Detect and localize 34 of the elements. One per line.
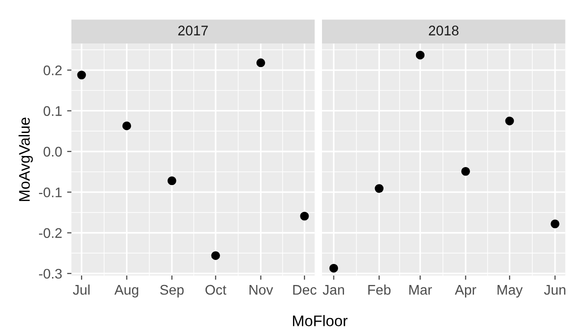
point: [256, 58, 266, 68]
x-axis-title: MoFloor: [293, 315, 348, 326]
y-tick-label: 0.0: [44, 146, 62, 157]
x-tick-label: Mar: [409, 285, 432, 295]
y-tick-label: 0.1: [44, 106, 62, 116]
point: [550, 219, 560, 228]
x-tick-label: Jan: [322, 285, 344, 295]
chart-title: 2017: [178, 26, 208, 36]
point: [168, 176, 176, 186]
point: [374, 184, 384, 193]
x-tick-label: May: [498, 285, 523, 298]
point: [329, 264, 338, 273]
x-tick-label: Oct: [205, 284, 226, 295]
x-tick-label: Feb: [368, 284, 391, 295]
x-tick-label: Dec: [293, 285, 316, 295]
point: [122, 121, 132, 130]
y-tick-label: -0.1: [39, 187, 62, 198]
x-tick-label: Jul: [72, 284, 90, 295]
x-tick-label: Nov: [250, 285, 274, 295]
point: [300, 212, 309, 221]
point: [211, 251, 220, 260]
y-tick-label: 0.2: [44, 65, 62, 76]
x-tick-label: Aug: [114, 285, 138, 298]
point: [77, 70, 86, 80]
point: [461, 167, 470, 176]
point: [505, 116, 514, 126]
chart-title: 2018: [428, 26, 458, 36]
y-axis-title: MoAvgValue: [18, 118, 33, 201]
x-tick-label: Jun: [544, 285, 566, 295]
x-tick-label: Apr: [454, 285, 476, 298]
y-tick-label: -0.3: [39, 268, 62, 279]
point: [416, 50, 425, 60]
x-tick-label: Sep: [160, 284, 184, 298]
y-tick-label: -0.2: [39, 228, 62, 238]
